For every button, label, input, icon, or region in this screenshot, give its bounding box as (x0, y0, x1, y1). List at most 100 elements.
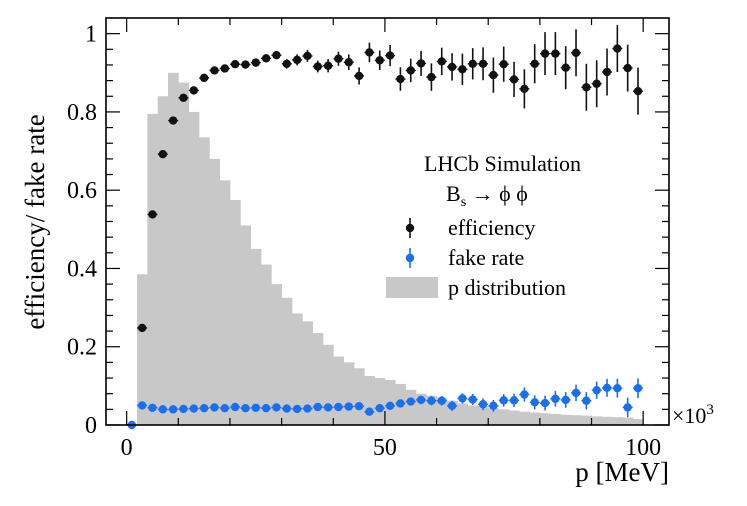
efficiency-point (520, 84, 529, 94)
histogram-bar (353, 368, 365, 425)
fake-rate-point (427, 396, 436, 405)
efficiency-point (282, 59, 291, 68)
legend-label-fake-rate: fake rate (448, 245, 524, 270)
histogram-bar (209, 158, 221, 425)
fake-rate-point (468, 395, 477, 404)
efficiency-point (458, 65, 467, 74)
efficiency-point (179, 93, 188, 103)
x-tick-label: 50 (373, 435, 397, 461)
efficiency-point (334, 54, 343, 63)
fake-rate-point (199, 403, 209, 413)
fake-rate-point (179, 404, 188, 414)
fake-rate-point (137, 401, 147, 410)
histogram-bar (302, 321, 314, 425)
efficiency-point (241, 60, 250, 69)
histogram-bar (188, 111, 200, 425)
histogram-bar (343, 362, 355, 425)
histogram-bar (560, 414, 572, 425)
legend-title: LHCb Simulation (424, 151, 581, 176)
p-distribution-histogram (136, 72, 644, 426)
y-tick-label: 0.2 (67, 335, 97, 361)
y-axis-label: efficiency/ fake rate (20, 114, 50, 329)
fake-rate-point (530, 398, 539, 407)
axes: 0 50 100 0 0.2 0.4 0.6 0.8 1 (67, 18, 669, 461)
fake-rate-point (334, 402, 343, 412)
legend-subtitle: Bs → ϕ ϕ (446, 181, 528, 210)
fake-rate-point (210, 403, 219, 412)
fake-rate-point (313, 402, 322, 412)
histogram-bar (467, 405, 479, 425)
efficiency-point (602, 67, 612, 77)
fake-rate-point (582, 396, 591, 405)
efficiency-point (427, 72, 436, 82)
efficiency-point (468, 59, 477, 68)
efficiency-point (344, 58, 353, 67)
fake-rate-point (323, 403, 333, 412)
histogram-bar (240, 225, 252, 425)
efficiency-point (633, 86, 643, 96)
efficiency-point (385, 51, 395, 60)
fake-rate-point (592, 385, 601, 395)
fake-rate-point (613, 384, 622, 393)
efficiency-point (582, 83, 591, 92)
fake-rate-point (344, 402, 353, 411)
histogram-bar (198, 137, 210, 425)
efficiency-point (509, 75, 519, 84)
efficiency-point (168, 116, 178, 125)
histogram-bar (291, 313, 303, 425)
histogram-bar (312, 333, 324, 425)
fake-rate-point (168, 405, 178, 414)
fake-rate-point (292, 404, 302, 414)
fake-rate-point (540, 398, 550, 408)
fake-rate-point (272, 403, 281, 412)
histogram-bar (570, 415, 582, 425)
legend-label-p-distribution: p distribution (448, 275, 566, 300)
histogram-bar (229, 199, 241, 425)
efficiency-point (354, 71, 364, 81)
fake-rate-point (189, 404, 199, 413)
legend: LHCb Simulation Bs → ϕ ϕ efficiency fake… (386, 151, 581, 300)
fake-rate-point (416, 395, 426, 405)
efficiency-point (623, 63, 632, 73)
efficiency-point (365, 48, 374, 57)
efficiency-point (571, 48, 581, 58)
efficiency-point (272, 50, 281, 60)
efficiency-point (261, 54, 271, 63)
efficiency-point (416, 59, 426, 68)
efficiency-point (251, 58, 260, 67)
histogram-bar (581, 415, 592, 425)
efficiency-point (137, 323, 147, 333)
histogram-bar (446, 400, 458, 425)
fake-rate-point (520, 390, 529, 399)
histogram-bar (601, 416, 613, 425)
efficiency-point (148, 210, 157, 219)
efficiency-point (189, 86, 199, 95)
histogram-bar (333, 356, 344, 425)
histogram-bar (271, 284, 283, 425)
histogram-bar (405, 389, 417, 425)
fake-rate-point (478, 400, 488, 409)
legend-marker-fake-rate (405, 248, 415, 268)
histogram-bar (147, 113, 159, 425)
efficiency-point (406, 66, 415, 75)
histogram-bar (498, 409, 510, 425)
efficiency-point (220, 64, 229, 73)
efficiency-point (561, 63, 570, 72)
efficiency-point (447, 62, 457, 72)
efficiency-point (592, 79, 601, 88)
histogram-bar (508, 410, 520, 425)
histogram-bar (167, 72, 179, 426)
fake-rate-point (602, 383, 612, 393)
histogram-bar (322, 344, 334, 425)
x-tick-label: 0 (121, 435, 133, 461)
fake-rate-point (303, 404, 312, 413)
fake-rate-point (458, 394, 467, 403)
histogram-bar (488, 408, 499, 425)
histogram-bar (519, 411, 530, 425)
efficiency-point (313, 62, 322, 71)
y-tick-label: 0 (85, 413, 97, 439)
efficiency-point (375, 56, 384, 65)
x-axis-label: p [MeV] (575, 457, 669, 487)
efficiency-point (530, 59, 539, 68)
